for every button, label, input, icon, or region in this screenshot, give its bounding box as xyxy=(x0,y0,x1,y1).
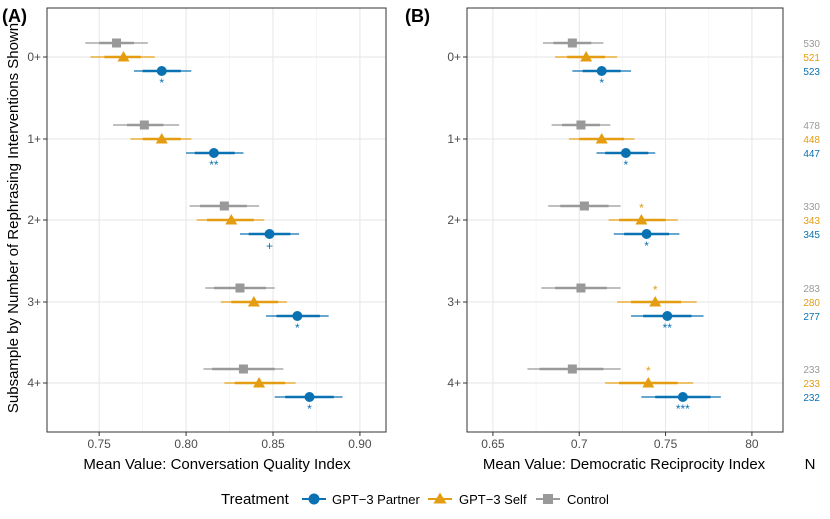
significance-label: * xyxy=(653,283,658,297)
x-tick-label: 0.65 xyxy=(481,437,505,451)
point-gpt-3-partner xyxy=(292,311,303,321)
legend-label-control: Control xyxy=(567,492,609,507)
n-value: 233 xyxy=(803,365,820,376)
point-gpt-3-partner xyxy=(596,66,607,76)
n-value: 448 xyxy=(803,135,820,146)
x-axis-label-b: Mean Value: Democratic Reciprocity Index xyxy=(483,456,766,473)
panel-b: 0.65 0.7 0.75 800+1+2+3+4+***********530478… xyxy=(447,7,820,451)
point-gpt-3-partner xyxy=(641,229,652,239)
point-gpt-3-partner xyxy=(662,311,673,321)
point-gpt-3-partner xyxy=(304,392,315,402)
significance-label: * xyxy=(599,76,604,90)
legend-item-gpt3-self: GPT−3 Self xyxy=(428,492,527,507)
y-tick-label: 4+ xyxy=(447,376,461,390)
y-tick-label: 1+ xyxy=(27,132,41,146)
point-gpt-3-partner xyxy=(677,392,688,402)
x-tick-label: 80 xyxy=(745,437,759,451)
x-tick-label: 0.7 xyxy=(571,437,588,451)
n-value: 232 xyxy=(803,393,820,404)
legend-label-gpt3-partner: GPT−3 Partner xyxy=(332,492,420,507)
point-gpt-3-partner xyxy=(156,66,167,76)
panel-a: 0.75 0.80 0.85 0.900+1+2+3+4+***+** xyxy=(27,7,387,451)
panel-label-b: (B) xyxy=(405,6,430,26)
x-tick-label: 0.90 xyxy=(348,437,372,451)
n-value: 280 xyxy=(803,298,820,309)
n-value: 521 xyxy=(803,53,820,64)
y-tick-label: 0+ xyxy=(447,50,461,64)
x-tick-label: 0.75 xyxy=(87,437,111,451)
point-control xyxy=(576,120,586,130)
point-control xyxy=(567,364,577,374)
significance-label: * xyxy=(646,364,651,378)
point-gpt-3-self xyxy=(225,214,238,225)
y-tick-label: 3+ xyxy=(447,295,461,309)
significance-label: * xyxy=(644,239,649,253)
point-control xyxy=(235,283,245,293)
point-control xyxy=(567,38,577,48)
n-value: 478 xyxy=(803,121,820,132)
significance-label: * xyxy=(295,321,300,335)
point-control xyxy=(576,283,586,293)
legend-circle-icon xyxy=(308,493,320,505)
point-gpt-3-partner xyxy=(264,229,275,239)
significance-label: * xyxy=(307,402,312,416)
point-gpt-3-self xyxy=(117,51,130,62)
point-gpt-3-self xyxy=(595,133,608,144)
legend: Treatment GPT−3 Partner GPT−3 Self Contr… xyxy=(221,491,609,508)
point-gpt-3-self xyxy=(155,133,168,144)
point-gpt-3-self xyxy=(247,296,260,307)
y-tick-label: 4+ xyxy=(27,376,41,390)
legend-label-gpt3-self: GPT−3 Self xyxy=(459,492,527,507)
point-gpt-3-self xyxy=(580,51,593,62)
x-tick-label: 0.85 xyxy=(261,437,285,451)
significance-label: *** xyxy=(676,402,690,416)
point-control xyxy=(139,120,149,130)
n-value: 530 xyxy=(803,39,820,50)
n-value: 277 xyxy=(803,312,820,323)
significance-label: ** xyxy=(209,158,219,172)
significance-label: + xyxy=(266,239,273,253)
n-value: 233 xyxy=(803,379,820,390)
panel-border-a xyxy=(46,7,387,433)
y-tick-label: 0+ xyxy=(27,50,41,64)
significance-label: * xyxy=(639,201,644,215)
point-gpt-3-partner xyxy=(620,148,631,158)
y-axis-label: Subsample by Number of Rephrasing Interv… xyxy=(5,23,22,413)
legend-item-control: Control xyxy=(536,492,609,507)
n-value: 523 xyxy=(803,67,820,78)
point-gpt-3-self xyxy=(253,377,266,388)
legend-triangle-icon xyxy=(433,492,447,504)
n-column-label: N xyxy=(805,456,816,473)
n-value: 283 xyxy=(803,284,820,295)
point-control xyxy=(219,201,229,211)
x-tick-label: 0.75 xyxy=(654,437,678,451)
y-tick-label: 2+ xyxy=(27,213,41,227)
panel-border-b xyxy=(466,7,784,433)
y-tick-label: 2+ xyxy=(447,213,461,227)
legend-square-icon xyxy=(543,494,553,504)
y-tick-label: 1+ xyxy=(447,132,461,146)
point-control xyxy=(579,201,589,211)
significance-label: * xyxy=(624,158,629,172)
legend-title: Treatment xyxy=(221,491,290,508)
significance-label: ** xyxy=(663,321,673,335)
n-value: 345 xyxy=(803,230,820,241)
point-gpt-3-self xyxy=(635,214,648,225)
significance-label: * xyxy=(159,76,164,90)
point-gpt-3-self xyxy=(649,296,662,307)
legend-item-gpt3-partner: GPT−3 Partner xyxy=(302,492,420,507)
point-gpt-3-partner xyxy=(208,148,219,158)
n-value: 447 xyxy=(803,149,820,160)
n-value: 330 xyxy=(803,202,820,213)
point-control xyxy=(112,38,122,48)
n-value: 343 xyxy=(803,216,820,227)
x-axis-label-a: Mean Value: Conversation Quality Index xyxy=(83,456,351,473)
point-control xyxy=(238,364,248,374)
y-tick-label: 3+ xyxy=(27,295,41,309)
panel-label-a: (A) xyxy=(2,6,27,26)
x-tick-label: 0.80 xyxy=(174,437,198,451)
point-gpt-3-self xyxy=(642,377,655,388)
